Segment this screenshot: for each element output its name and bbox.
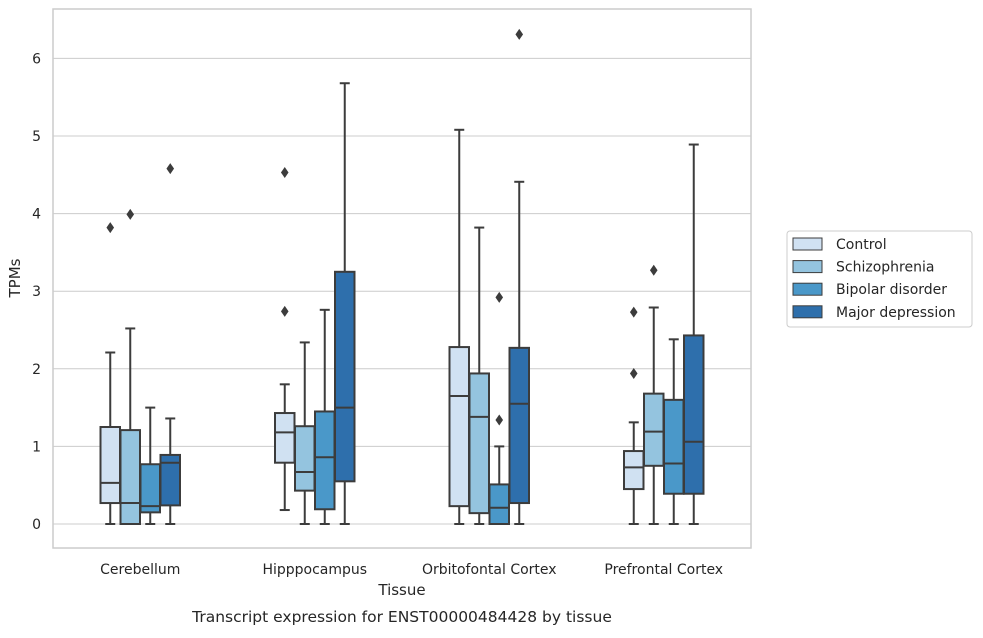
box-iqr — [139, 463, 161, 514]
box-groups — [99, 28, 705, 526]
legend-label: Bipolar disorder — [836, 282, 947, 298]
box-iqr — [294, 425, 316, 492]
x-tick-label: Cerebellum — [100, 562, 180, 578]
box-iqr — [334, 270, 356, 483]
outlier-point — [126, 208, 135, 220]
legend: Control Schizophrenia Bipolar disorder Majo… — [786, 230, 973, 328]
legend-swatch — [792, 260, 823, 274]
outlier-point — [166, 163, 175, 175]
box-schizophrenia — [468, 226, 490, 525]
y-tick-label: 0 — [32, 517, 41, 533]
y-tick-label: 6 — [32, 51, 41, 67]
box-iqr — [663, 398, 685, 495]
y-tick-label: 2 — [32, 362, 41, 378]
legend-frame — [786, 230, 973, 328]
legend-label: Schizophrenia — [836, 260, 934, 276]
x-axis-label: Tissue — [377, 581, 425, 599]
legend-label: Control — [836, 237, 887, 253]
box-control — [99, 222, 121, 525]
legend-swatch — [792, 305, 823, 319]
outlier-point — [280, 166, 289, 178]
y-tick-label: 1 — [32, 439, 41, 455]
box-control — [623, 306, 645, 525]
legend-swatch — [792, 282, 823, 296]
box-iqr — [99, 426, 121, 505]
outlier-point — [495, 414, 504, 426]
box-iqr — [643, 392, 665, 467]
outlier-point — [495, 291, 504, 303]
box-major-depression — [508, 28, 530, 525]
box-iqr — [623, 450, 645, 491]
y-tick-labels: 0 1 2 3 4 5 6 — [32, 51, 41, 533]
outlier-point — [649, 264, 658, 276]
box-iqr — [488, 483, 510, 526]
chart-caption: Transcript expression for ENST0000048442… — [191, 608, 612, 626]
y-axis-label: TPMs — [6, 258, 24, 298]
outlier-point — [515, 28, 524, 40]
box-major-depression — [334, 82, 356, 525]
box-iqr — [314, 410, 336, 511]
box-major-depression — [683, 143, 705, 525]
box-bipolar-disorder — [139, 406, 161, 525]
x-tick-labels: Cerebellum Hipppocampus Orbitofontal Corte… — [100, 562, 723, 578]
box-control — [274, 166, 296, 512]
x-tick-label: Hipppocampus — [262, 562, 367, 578]
x-tick-label: Orbitofontal Cortex — [422, 562, 557, 578]
box-schizophrenia — [119, 208, 141, 525]
legend-label: Major depression — [836, 305, 956, 321]
box-iqr — [683, 334, 705, 495]
box-schizophrenia — [294, 341, 316, 525]
plot-frame — [52, 8, 752, 549]
box-iqr — [468, 372, 490, 515]
box-bipolar-disorder — [488, 291, 510, 526]
y-tick-label: 4 — [32, 207, 41, 223]
box-bipolar-disorder — [663, 338, 685, 525]
outlier-point — [280, 305, 289, 317]
box-schizophrenia — [643, 264, 665, 525]
box-major-depression — [159, 163, 181, 525]
box-iqr — [274, 412, 296, 464]
y-tick-label: 5 — [32, 129, 41, 145]
outlier-point — [629, 306, 638, 318]
y-tick-label: 3 — [32, 284, 41, 300]
box-iqr — [119, 429, 141, 525]
box-iqr — [448, 346, 470, 508]
outlier-point — [106, 222, 115, 234]
outlier-point — [629, 367, 638, 379]
legend-swatch — [792, 237, 823, 251]
x-tick-label: Prefrontal Cortex — [604, 562, 723, 578]
box-iqr — [159, 453, 181, 507]
box-iqr — [508, 346, 530, 505]
